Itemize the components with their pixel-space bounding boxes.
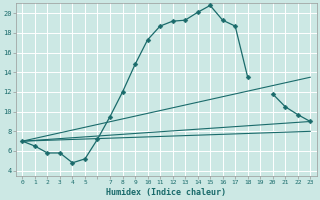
X-axis label: Humidex (Indice chaleur): Humidex (Indice chaleur) [106,188,226,197]
